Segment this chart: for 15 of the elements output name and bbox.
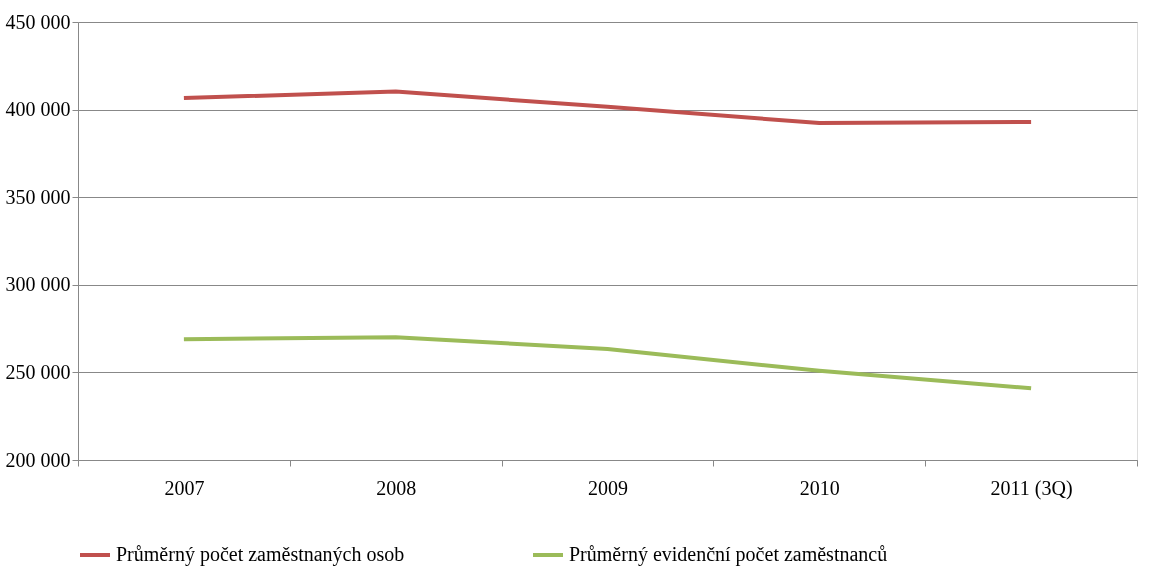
y-tick-label: 400 000	[5, 98, 71, 121]
x-tick-label: 2011 (3Q)	[990, 476, 1073, 500]
y-tick-label: 350 000	[5, 185, 71, 208]
x-tick-label: 2009	[588, 476, 628, 499]
line-series	[181, 335, 1034, 391]
x-tick-label: 2007	[164, 476, 205, 499]
legend-label: Průměrný počet zaměstnaných osob	[116, 543, 405, 566]
legend-label: Průměrný evidenční počet zaměstnanců	[569, 543, 888, 566]
y-tick-label: 200 000	[5, 448, 71, 471]
y-tick-label: 250 000	[5, 360, 71, 383]
x-tick-label: 2010	[799, 476, 840, 499]
y-tick-label: 450 000	[5, 10, 71, 33]
x-tick-label: 2008	[376, 476, 417, 499]
line-series	[181, 89, 1034, 126]
y-tick-label: 300 000	[5, 273, 71, 296]
